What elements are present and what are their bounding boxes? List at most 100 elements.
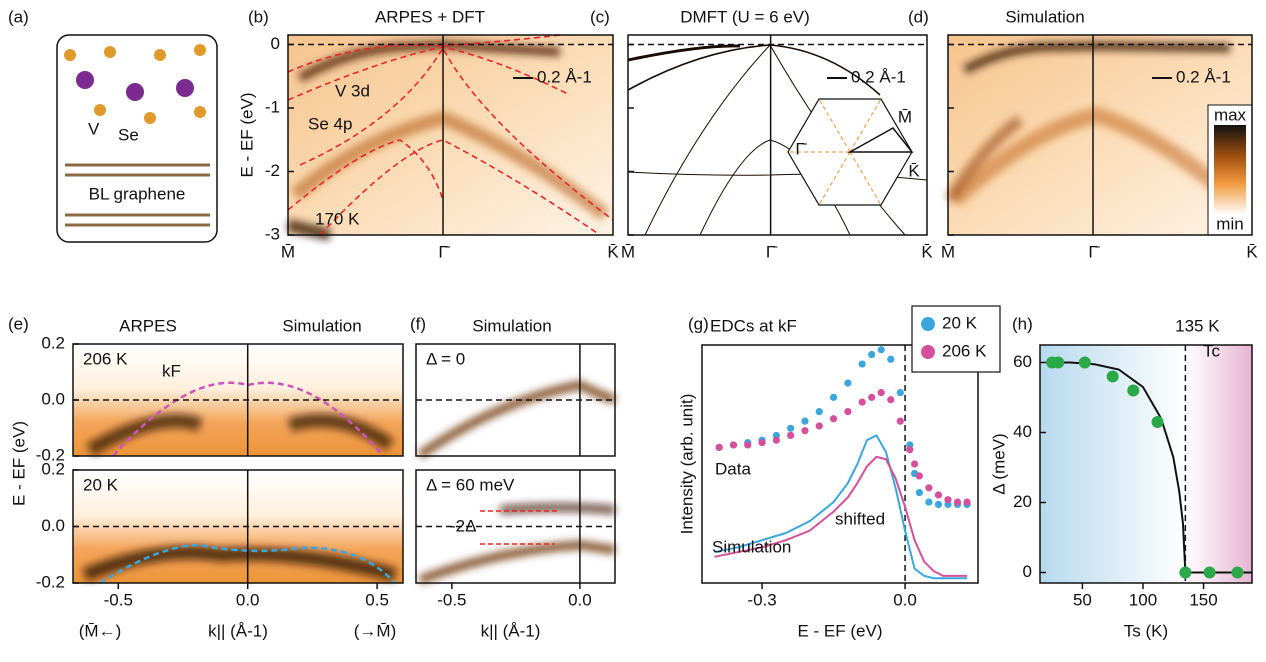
data-point [1127,384,1140,397]
chart-title: Simulation [1005,7,1084,26]
column-title: Simulation [282,316,361,335]
band [286,219,332,241]
panel-label: (a) [8,7,29,26]
data-point [744,441,752,449]
x-tick-label: 0.5 [365,590,389,609]
band [944,115,1024,204]
x-tick-label: Γ̄ [438,242,450,261]
y-tick-label: 40 [1013,422,1032,441]
panel-label: (h) [1012,314,1033,333]
gap-lines [480,510,560,545]
band [499,503,616,515]
plot-frame [415,343,616,457]
data-point [787,431,795,440]
annotation: V 3d [335,81,370,100]
data-point [729,441,738,449]
panel-label: (c) [590,7,610,26]
data-point [896,417,904,425]
scale-bar-label: 0.2 Å-1 [537,67,592,86]
y-tick-label: 0.0 [41,516,65,535]
data-point [877,346,885,354]
data-point [868,350,876,359]
data-point [801,427,809,435]
x-tick-label: 50 [1073,590,1092,609]
data-point [944,496,952,504]
data-point [934,491,943,499]
bz-path [847,127,914,153]
graphene-layers [65,163,210,227]
band [627,44,741,62]
data-point [758,438,766,447]
panel-c-image [627,35,928,236]
dft-band [287,34,561,73]
simulation-curve [714,434,968,580]
y-tick-label: 0 [1023,562,1032,581]
x-axis-label: k|| (Å-1) [208,621,268,640]
structure: (a) V Se BL graphene [8,7,218,243]
se-atom [94,104,106,116]
plot-frame [627,34,928,236]
y-axis-label: E - EF (eV) [237,92,256,177]
data-point [1203,566,1216,579]
data-point [815,422,823,430]
data-point [844,379,852,387]
x-axis-label: E - EF (eV) [797,621,882,640]
panel-text: 20 K [83,475,119,494]
annotation: Tc [1203,341,1221,360]
heatmap-bg [288,35,613,235]
bands [944,41,1251,216]
data-point [858,360,866,368]
panel-text: Δ = 60 meV [426,475,515,494]
v-atom [176,79,194,97]
legend-label: 206 K [942,341,987,360]
column-title: ARPES [119,316,177,335]
data-point [925,484,933,492]
v-atom [76,71,94,89]
x-tick-label: M̄ [941,242,955,261]
y-tick-label: 20 [1013,492,1032,511]
tc-label: 135 K [1175,316,1220,335]
data-point [887,355,895,363]
data-point [911,460,919,468]
bands [82,380,617,585]
atom-label: Se [118,125,139,144]
data-point [915,488,923,497]
band [82,545,397,582]
data-point [877,389,885,397]
plot-frame [415,469,616,584]
y-axis-label: E - EF (eV) [9,421,28,506]
y-axis-label: Intensity (arb. unit) [677,394,696,535]
chart-title: Simulation [472,316,551,335]
y-tick-label: 0.2 [41,459,65,478]
chart-title: DMFT (U = 6 eV) [680,7,810,26]
data-point [925,498,933,506]
data-point [915,472,923,480]
dft-band [299,46,614,221]
annotation: Γ̄ [795,139,807,158]
x-tick-label: K̄ [921,242,933,261]
dft-band [287,139,444,211]
band [297,40,561,82]
band [86,413,395,457]
data-point [1231,566,1244,579]
chart-title: EDCs at kF [710,316,797,335]
data-point [887,396,895,404]
panel-label: (g) [688,314,709,333]
data-point [1052,356,1065,369]
data-point [1078,356,1091,369]
x-tick-label: -0.5 [437,590,466,609]
data-point [829,415,838,423]
annotation: Simulation [712,537,791,556]
band [962,41,1231,74]
colorbar [1214,125,1246,215]
data-point [906,446,914,454]
data-point [1151,416,1164,428]
plot-frame [72,343,404,457]
annotation: Se 4p [308,114,352,133]
data-point [858,398,866,406]
phase-bg [1040,345,1186,583]
data-point [1106,370,1119,383]
direction-label: (M̄←) [79,621,121,640]
data-point [868,393,876,401]
